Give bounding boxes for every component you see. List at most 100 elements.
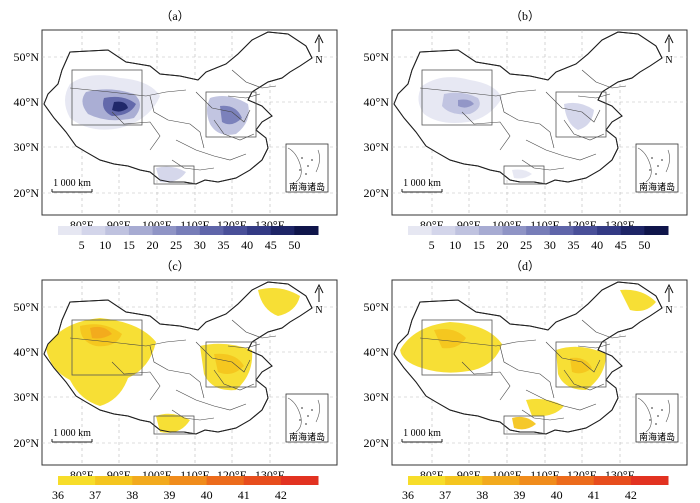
north-arrow-head — [664, 33, 674, 44]
inset-coastline — [665, 399, 670, 423]
legend-label: 50 — [638, 238, 650, 252]
legend-swatch — [620, 226, 645, 235]
legend-label: 35 — [217, 238, 229, 252]
legend-swatch — [549, 226, 574, 235]
value-region — [458, 99, 474, 108]
study-region-box — [421, 319, 493, 376]
value-region — [220, 105, 242, 125]
legend-label: 10 — [99, 238, 111, 252]
legend-swatch — [152, 226, 177, 235]
north-label: N — [665, 55, 672, 66]
value-region — [512, 169, 532, 179]
value-region — [434, 329, 466, 349]
legend-swatch — [478, 226, 504, 235]
legend-label: 41 — [238, 488, 250, 502]
latitude-label: 20°N — [364, 436, 390, 450]
latitude-label: 40°N — [14, 345, 40, 359]
legend-swatch — [206, 476, 245, 485]
study-region-box — [205, 91, 257, 138]
legend-label: 30 — [194, 238, 206, 252]
inset-island — [299, 169, 301, 171]
legend-swatch — [431, 226, 456, 235]
legend-swatch — [519, 476, 558, 485]
panel-label: （c） — [160, 259, 189, 273]
legend-swatch — [408, 226, 433, 235]
legend-swatch — [597, 226, 622, 235]
map-panel: （d）50°N40°N30°N20°N80°E 90°E 100°E 110°E 120… — [364, 259, 688, 502]
inset-island — [299, 419, 301, 421]
legend-swatch — [223, 226, 248, 235]
legend-swatch — [169, 476, 208, 485]
map-panel: （c）50°N40°N30°N20°N80°E 90°E 100°E 110°E 120… — [14, 259, 338, 502]
study-region-box — [153, 165, 195, 185]
legend-swatch — [105, 226, 130, 235]
value-region — [526, 398, 564, 417]
legend-label: 5 — [429, 238, 435, 252]
value-region — [90, 326, 112, 339]
legend-swatch — [247, 226, 272, 235]
north-label: N — [665, 305, 672, 316]
latitude-label: 20°N — [14, 186, 40, 200]
inset-coastline — [637, 397, 652, 433]
study-region-box — [71, 69, 143, 126]
latitude-label: 40°N — [14, 95, 40, 109]
legend-label: 5 — [79, 238, 85, 252]
latitude-label: 40°N — [364, 95, 390, 109]
legend-label: 45 — [615, 238, 627, 252]
latitude-label: 20°N — [364, 186, 390, 200]
study-region-box — [503, 165, 545, 185]
inset-coastline — [637, 147, 652, 183]
value-region — [258, 288, 300, 316]
legend-label: 36 — [52, 488, 64, 502]
latitude-label: 30°N — [364, 140, 390, 154]
legend-label: 45 — [265, 238, 277, 252]
scale-bar-label: 1 000 km — [403, 428, 441, 439]
legend-label: 40 — [551, 488, 563, 502]
legend-label: 41 — [588, 488, 600, 502]
inset-label: 南海诸岛 — [289, 181, 325, 192]
legend-label: 42 — [625, 488, 637, 502]
inset-label: 南海诸岛 — [639, 431, 675, 442]
inset-coastline — [287, 147, 302, 183]
latitude-label: 50°N — [14, 50, 40, 64]
inset-coastline — [287, 397, 302, 433]
legend-label: 38 — [126, 488, 138, 502]
legend-swatch — [58, 476, 96, 485]
latitude-label: 50°N — [14, 300, 40, 314]
legend-label: 20 — [147, 238, 159, 252]
north-label: N — [315, 305, 322, 316]
inset-island — [307, 415, 309, 417]
value-region — [156, 166, 186, 183]
latitude-label: 20°N — [14, 436, 40, 450]
legend-label: 42 — [275, 488, 287, 502]
inset-island — [301, 157, 303, 159]
value-region — [46, 318, 156, 406]
panel-label: （d） — [510, 259, 540, 273]
map-panel: （a）50°N40°N30°N20°N80°E 90°E 100°E 110°E 120… — [14, 9, 338, 252]
inset-island — [661, 409, 663, 411]
legend-label: 15 — [123, 238, 135, 252]
inset-coastline — [665, 149, 670, 173]
inset-island — [651, 407, 653, 409]
legend-label: 30 — [544, 238, 556, 252]
legend-swatch — [455, 226, 480, 235]
legend-swatch — [556, 476, 595, 485]
legend-swatch — [280, 476, 319, 485]
study-region-box — [503, 415, 545, 435]
legend-label: 39 — [513, 488, 525, 502]
legend-swatch — [445, 476, 483, 485]
study-region-box — [421, 69, 493, 126]
value-region — [620, 289, 656, 311]
study-region-box — [153, 415, 195, 435]
north-arrow-head — [314, 283, 324, 294]
legend-label: 39 — [163, 488, 175, 502]
scale-bar-label: 1 000 km — [403, 178, 441, 189]
legend-label: 40 — [201, 488, 213, 502]
legend-swatch — [132, 476, 170, 485]
legend-swatch — [408, 476, 446, 485]
map-panel: （b）50°N40°N30°N20°N80°E 90°E 100°E 110°E 120… — [364, 9, 688, 252]
value-region — [112, 101, 128, 112]
legend-label: 25 — [520, 238, 532, 252]
legend-swatch — [128, 226, 154, 235]
